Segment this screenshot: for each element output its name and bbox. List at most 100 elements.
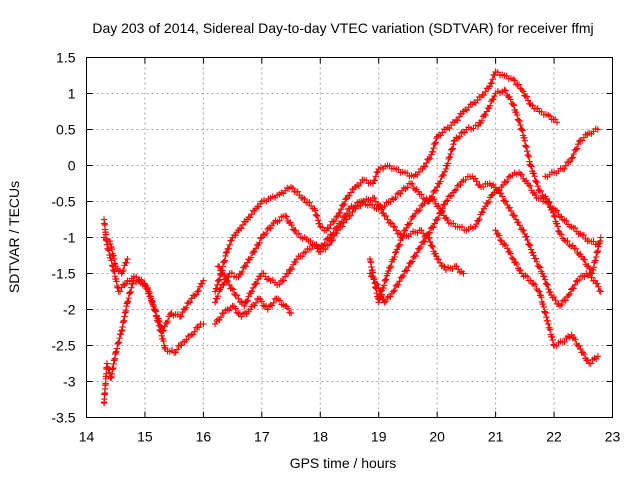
data-point	[340, 219, 347, 226]
data-point	[529, 249, 536, 256]
data-point	[334, 227, 342, 234]
data-point	[562, 297, 569, 304]
data-point	[531, 173, 538, 180]
data-point	[550, 212, 558, 220]
data-point	[391, 223, 398, 231]
data-point	[398, 273, 406, 281]
data-point	[523, 148, 531, 155]
data-point	[546, 112, 554, 120]
data-point	[215, 277, 222, 284]
data-point	[486, 102, 494, 109]
data-point	[200, 277, 207, 284]
data-point	[124, 255, 131, 263]
data-point	[483, 108, 491, 115]
data-point	[346, 192, 353, 200]
data-point	[530, 170, 538, 177]
data-point	[513, 260, 521, 268]
data-point	[157, 328, 165, 335]
data-point	[409, 213, 416, 221]
data-point	[187, 298, 194, 306]
data-point	[405, 221, 412, 229]
data-point	[396, 241, 403, 248]
data-point	[526, 241, 533, 248]
data-point	[505, 173, 512, 181]
data-point	[571, 224, 579, 232]
data-point	[569, 154, 576, 161]
x-tick-label: 22	[546, 429, 562, 445]
data-point	[514, 116, 522, 123]
data-point	[502, 198, 510, 205]
data-point	[429, 196, 436, 203]
data-point	[312, 211, 320, 218]
data-point	[485, 198, 493, 206]
data-point	[239, 221, 247, 229]
series-trace-b	[100, 277, 207, 407]
data-point	[289, 184, 296, 192]
data-point	[385, 267, 392, 275]
x-tick-label: 20	[429, 429, 445, 445]
data-point	[502, 242, 510, 249]
data-point	[251, 248, 258, 256]
data-point	[577, 345, 584, 353]
data-point	[166, 311, 174, 318]
data-point	[264, 225, 271, 233]
data-point	[525, 182, 533, 189]
data-point	[570, 150, 577, 158]
data-point	[507, 207, 515, 215]
data-point	[488, 192, 495, 199]
data-point	[397, 190, 404, 197]
data-point	[520, 227, 527, 234]
data-point	[216, 316, 223, 324]
data-point	[161, 322, 168, 330]
data-point	[357, 202, 364, 210]
data-point	[406, 220, 414, 227]
data-point	[506, 204, 514, 211]
data-point	[233, 309, 241, 316]
data-point	[502, 87, 509, 94]
data-point	[537, 187, 545, 195]
data-point	[418, 191, 425, 198]
data-point	[282, 212, 289, 220]
data-point	[594, 248, 601, 256]
data-point	[331, 217, 339, 225]
data-point	[523, 177, 530, 184]
plot-frame	[86, 57, 613, 418]
data-point	[225, 245, 232, 252]
data-point	[381, 299, 388, 306]
data-point	[371, 177, 379, 184]
data-point	[519, 88, 527, 95]
data-point	[409, 180, 416, 188]
data-point	[416, 245, 423, 252]
data-point	[333, 230, 340, 237]
data-point	[239, 268, 246, 276]
series-trace-d	[211, 68, 561, 295]
data-point	[564, 238, 571, 245]
data-point	[145, 288, 152, 295]
data-point	[509, 75, 517, 83]
x-tick-label: 18	[312, 429, 328, 445]
data-markers	[100, 68, 605, 407]
data-point	[450, 137, 458, 145]
data-point	[558, 213, 565, 220]
data-point	[405, 263, 412, 270]
data-point	[444, 160, 452, 167]
data-point	[563, 217, 570, 225]
data-point	[497, 190, 505, 197]
data-point	[147, 293, 154, 300]
data-point	[211, 299, 219, 306]
data-point	[533, 258, 541, 266]
data-point	[423, 159, 430, 167]
data-point	[283, 213, 290, 220]
data-point	[413, 249, 421, 256]
data-point	[417, 243, 425, 251]
data-point	[178, 342, 185, 349]
data-point	[435, 256, 442, 263]
data-point	[452, 186, 460, 193]
data-point	[407, 259, 415, 266]
data-point	[404, 184, 411, 191]
data-point	[490, 96, 497, 103]
data-point	[417, 202, 425, 210]
data-point	[219, 270, 227, 278]
data-point	[106, 251, 113, 259]
data-point	[338, 223, 346, 230]
